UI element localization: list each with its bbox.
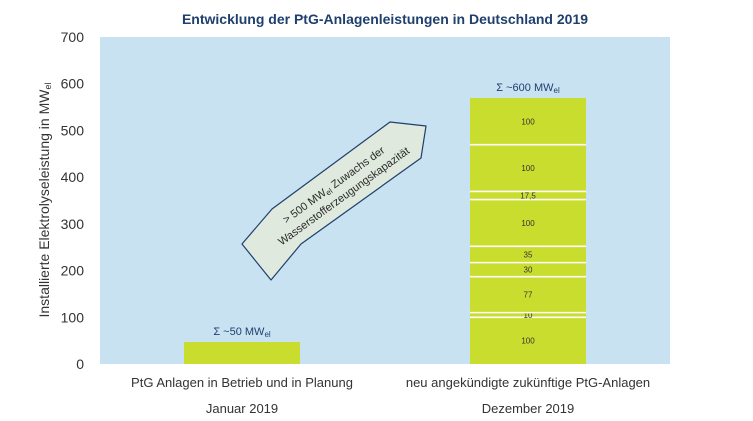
growth-arrow-line1-sub: el [324, 186, 335, 197]
bar-total-main: Σ ~50 MW [213, 326, 265, 338]
bar-segment [470, 191, 586, 200]
bar-total-main: Σ ~600 MW [496, 82, 554, 94]
y-tick-label: 300 [61, 216, 85, 232]
bar-segment [470, 144, 586, 192]
y-axis-ticks: 0 100 200 300 400 500 600 700 [61, 29, 85, 372]
category-label-line1: PtG Anlagen in Betrieb und in Planung [131, 375, 353, 390]
growth-arrow-icon [241, 121, 427, 281]
y-axis-label: Installierte Elektrolyseleistung in MWel [36, 83, 53, 318]
category-labels: PtG Anlagen in Betrieb und in Planung Jan… [131, 375, 650, 416]
bar-segment [470, 262, 586, 277]
y-axis-label-sub: el [43, 83, 53, 90]
bar-segment [470, 317, 586, 364]
bar-segment [470, 312, 586, 318]
category-label-line1: neu angekündigte zukünftige PtG-Anlagen [406, 375, 650, 390]
bar-segment [470, 199, 586, 247]
bar-total-label: Σ ~600 MWel [496, 82, 560, 95]
y-tick-label: 500 [61, 122, 85, 138]
category-label-line2: Dezember 2019 [482, 401, 575, 416]
y-tick-label: 400 [61, 169, 85, 185]
bar-total-sub: el [554, 86, 560, 95]
category-label-line2: Januar 2019 [206, 401, 278, 416]
y-tick-label: 700 [61, 29, 85, 45]
segment-value-label: 100 [521, 219, 535, 228]
y-tick-label: 600 [61, 76, 85, 92]
bar-segment [470, 276, 586, 313]
segment-value-label: 10 [524, 311, 533, 320]
bar-total-label: Σ ~50 MWel [213, 326, 271, 339]
segment-value-label: 77 [524, 291, 533, 300]
bar-segment [470, 97, 586, 145]
bar-segment [470, 246, 586, 263]
chart-title: Entwicklung der PtG-Anlagenleistungen in… [182, 11, 588, 27]
bar-total-sub: el [264, 330, 270, 339]
segment-value-label: 35 [524, 250, 533, 259]
segment-value-label: 100 [521, 117, 535, 126]
y-axis-label-main: Installierte Elektrolyseleistung in MW [36, 89, 52, 318]
segment-value-label: 30 [524, 266, 533, 275]
y-tick-label: 200 [61, 263, 85, 279]
segment-value-label: 17,5 [520, 191, 536, 200]
segment-value-label: 100 [521, 337, 535, 346]
segment-value-label: 100 [521, 164, 535, 173]
y-tick-label: 100 [61, 309, 85, 325]
y-tick-label: 0 [76, 356, 84, 372]
bar-segment [184, 342, 300, 364]
